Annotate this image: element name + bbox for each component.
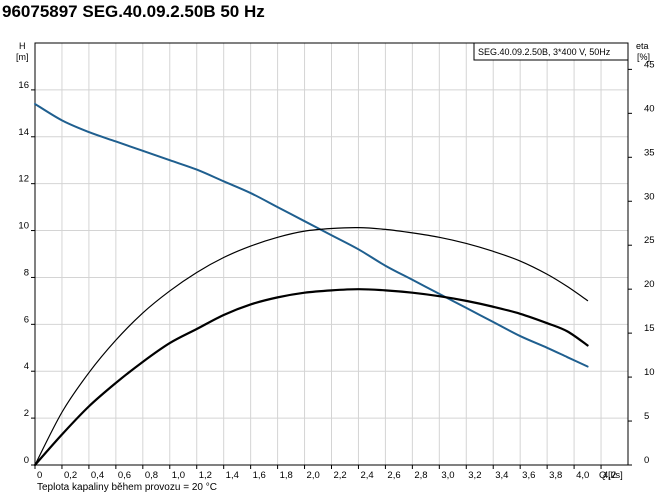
axes: [31, 42, 632, 469]
series-0-curve: [34, 102, 589, 368]
y-right-tick-label: 20: [644, 279, 655, 290]
curves: [33, 102, 589, 467]
y-right-tick-label: 45: [644, 59, 655, 70]
y-left-tick-label: 6: [24, 314, 29, 325]
y-right-tick-label: 5: [644, 411, 649, 422]
y-left-tick-label: 14: [18, 127, 29, 138]
legend: SEG.40.09.2.50B, 3*400 V, 50Hz: [473, 42, 629, 61]
footnote: Teplota kapaliny během provozu = 20 °C: [37, 482, 217, 493]
x-axis-unit: [l/s]: [608, 470, 623, 481]
y-right-axis-label: eta: [636, 41, 649, 51]
x-tick-label: 1,6: [253, 470, 266, 481]
grid: [34, 43, 628, 466]
page-title: 96075897 SEG.40.09.2.50B 50 Hz: [2, 2, 265, 21]
x-tick-label: 3,6: [522, 470, 535, 481]
y-right-tick-label: 10: [644, 367, 655, 378]
x-tick-label: 0,4: [91, 470, 104, 481]
x-tick-label: 3,2: [468, 470, 481, 481]
x-tick-label: 4,2: [603, 470, 616, 481]
y-right-tick-label: 15: [644, 323, 655, 334]
y-left-axis-label: H: [19, 41, 26, 51]
plot-frame: [34, 42, 629, 466]
x-tick-label: 2,0: [307, 470, 320, 481]
legend-box: [473, 42, 629, 61]
x-tick-label: 4,0: [576, 470, 589, 481]
x-tick-label: 0,2: [64, 470, 77, 481]
series-1-curve: [33, 288, 589, 467]
x-tick-label: 0,6: [118, 470, 131, 481]
y-left-tick-label: 4: [24, 361, 29, 372]
x-tick-label: 2,8: [414, 470, 427, 481]
y-left-tick-label: 10: [18, 221, 29, 232]
y-right-tick-label: 25: [644, 235, 655, 246]
x-tick-label: 0: [37, 470, 42, 481]
x-tick-label: 3,4: [495, 470, 508, 481]
y-right-tick-label: 35: [644, 147, 655, 158]
y-left-tick-label: 12: [18, 174, 29, 185]
x-tick-label: 0,8: [145, 470, 158, 481]
y-left-tick-label: 8: [24, 267, 29, 278]
x-tick-label: 3,8: [549, 470, 562, 481]
x-tick-label: 2,4: [360, 470, 373, 481]
y-right-tick-label: 30: [644, 191, 655, 202]
x-axis-label: Q: [599, 470, 606, 481]
x-tick-label: 3,0: [441, 470, 454, 481]
y-left-tick-label: 16: [18, 80, 29, 91]
tick-labels: 0 0,2 0,4 0,6 0,8 1,0 1,2 1,4 1,6 1,8 2,0 2,2 2,4 2,6…: [16, 41, 655, 481]
x-tick-label: 2,2: [334, 470, 347, 481]
x-tick-label: 1,4: [226, 470, 239, 481]
x-tick-label: 1,0: [172, 470, 185, 481]
x-tick-label: 1,8: [280, 470, 293, 481]
x-tick-label: 2,6: [387, 470, 400, 481]
y-left-axis-unit: [m]: [16, 52, 29, 62]
y-right-tick-label: 0: [644, 455, 649, 466]
y-right-tick-label: 40: [644, 103, 655, 114]
x-tick-label: 1,2: [199, 470, 212, 481]
legend-text: SEG.40.09.2.50B, 3*400 V, 50Hz: [478, 47, 611, 57]
y-left-tick-label: 2: [24, 408, 29, 419]
y-right-axis-unit: [%]: [637, 52, 650, 62]
series-2-curve: [34, 227, 589, 466]
y-left-tick-label: 0: [24, 455, 29, 466]
